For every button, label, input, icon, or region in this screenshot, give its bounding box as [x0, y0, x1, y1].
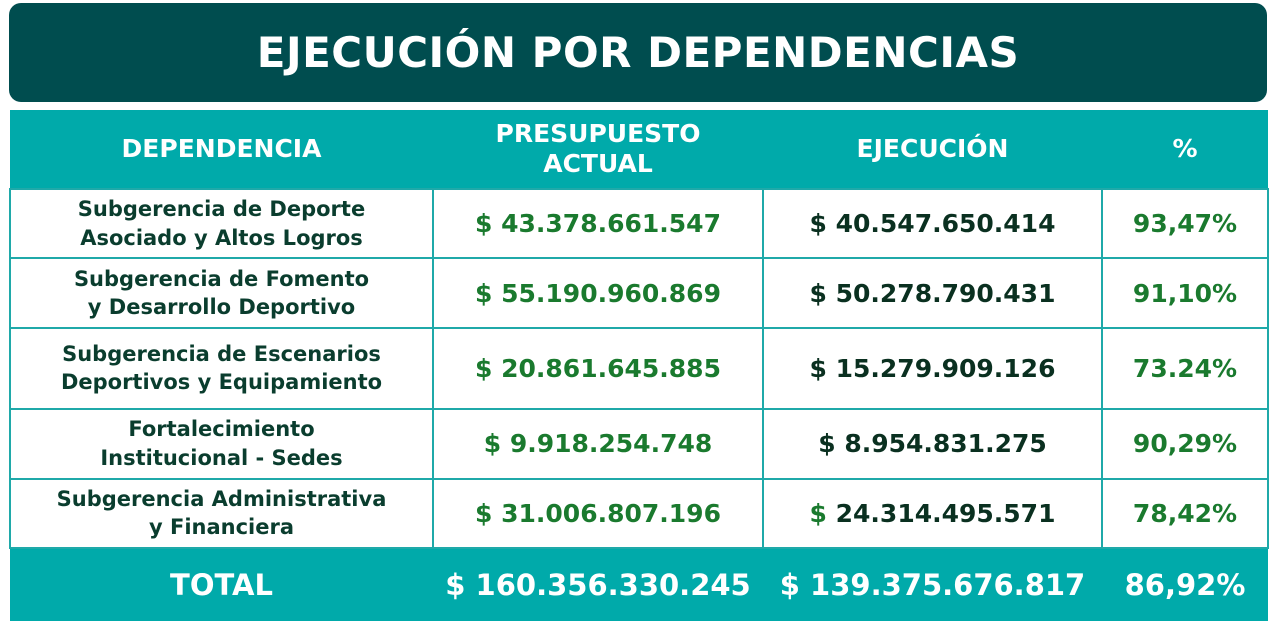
table-row: Fortalecimiento Institucional - Sedes $ … — [9, 407, 1269, 480]
dependencia-line1: Subgerencia de Fomento — [73, 266, 370, 291]
cell-porcentaje: 91,10% — [1101, 257, 1269, 330]
cell-ejecucion: $ 8.954.831.275 — [762, 407, 1103, 480]
header-ejecucion: EJECUCIÓN — [763, 110, 1102, 189]
ejecucion-amount: 24.314.495.571 — [835, 498, 1056, 528]
cell-ejecucion: $ 40.547.650.414 — [762, 187, 1103, 260]
cell-dependencia: Subgerencia de Escenarios Deportivos y E… — [9, 327, 434, 410]
cell-presupuesto: $ 9.918.254.748 — [432, 407, 764, 480]
cell-porcentaje: 78,42% — [1101, 477, 1269, 550]
table-row: Subgerencia de Fomento y Desarrollo Depo… — [9, 257, 1269, 330]
cell-presupuesto: $ 31.006.807.196 — [432, 477, 764, 550]
cell-ejecucion: $ 24.314.495.571 — [762, 477, 1103, 550]
execution-table-container: DEPENDENCIA PRESUPUESTO ACTUAL EJECUCIÓN… — [9, 110, 1269, 621]
table-header-row: DEPENDENCIA PRESUPUESTO ACTUAL EJECUCIÓN… — [10, 110, 1268, 189]
dependencia-line2: Asociado y Altos Logros — [80, 225, 363, 250]
execution-table: DEPENDENCIA PRESUPUESTO ACTUAL EJECUCIÓN… — [9, 110, 1269, 621]
cell-dependencia: Subgerencia de Deporte Asociado y Altos … — [9, 187, 434, 260]
table-row: Subgerencia Administrativa y Financiera … — [9, 477, 1269, 550]
header-presupuesto: PRESUPUESTO ACTUAL — [433, 110, 763, 189]
total-label: TOTAL — [10, 548, 433, 621]
cell-dependencia: Subgerencia de Fomento y Desarrollo Depo… — [9, 257, 434, 330]
cell-presupuesto: $ 55.190.960.869 — [432, 257, 764, 330]
dependencia-line1: Fortalecimiento — [128, 417, 315, 442]
dependencia-line1: Subgerencia de Deporte — [77, 197, 366, 222]
table-row: Subgerencia de Escenarios Deportivos y E… — [9, 327, 1269, 410]
total-presupuesto: $ 160.356.330.245 — [433, 548, 763, 621]
table-row: Subgerencia de Deporte Asociado y Altos … — [9, 187, 1269, 260]
title-banner: EJECUCIÓN POR DEPENDENCIAS — [9, 3, 1267, 102]
cell-presupuesto: $ 20.861.645.885 — [432, 327, 764, 410]
page-title: EJECUCIÓN POR DEPENDENCIAS — [256, 28, 1020, 77]
cell-ejecucion: $ 15.279.909.126 — [762, 327, 1103, 410]
cell-porcentaje: 93,47% — [1101, 187, 1269, 260]
cell-presupuesto: $ 43.378.661.547 — [432, 187, 764, 260]
dependencia-line2: y Financiera — [148, 515, 295, 540]
dependencia-line2: Institucional - Sedes — [100, 445, 343, 470]
cell-ejecucion: $ 50.278.790.431 — [762, 257, 1103, 330]
cell-dependencia: Fortalecimiento Institucional - Sedes — [9, 407, 434, 480]
dependencia-line1: Subgerencia de Escenarios — [62, 342, 381, 367]
header-dependencia: DEPENDENCIA — [10, 110, 433, 189]
header-porcentaje: % — [1102, 110, 1268, 189]
total-row: TOTAL $ 160.356.330.245 $ 139.375.676.81… — [10, 548, 1268, 621]
dependencia-line2: Deportivos y Equipamiento — [60, 370, 383, 395]
cell-porcentaje: 90,29% — [1101, 407, 1269, 480]
cell-dependencia: Subgerencia Administrativa y Financiera — [9, 477, 434, 550]
dependencia-line1: Subgerencia Administrativa — [56, 487, 387, 512]
currency-symbol: $ — [809, 498, 827, 528]
total-ejecucion: $ 139.375.676.817 — [763, 548, 1102, 621]
cell-porcentaje: 73.24% — [1101, 327, 1269, 410]
total-porcentaje: 86,92% — [1102, 548, 1268, 621]
dependencia-line2: y Desarrollo Deportivo — [87, 295, 356, 320]
